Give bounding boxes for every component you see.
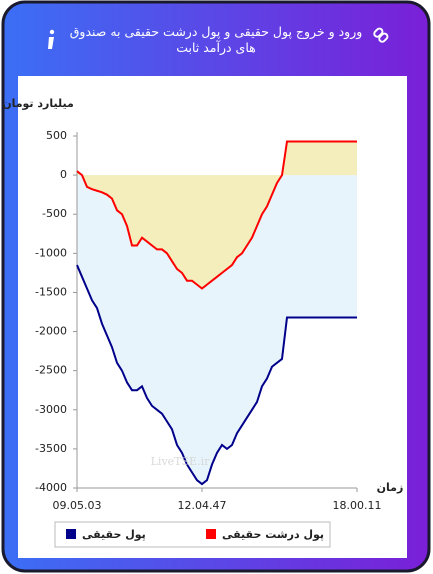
- plot: 500 0 -500 -1000 -1500 -2000 -2500 -3000 -3500 -4…: [35, 129, 381, 512]
- x-tick-label: 09.05.03: [53, 499, 102, 512]
- legend-swatch: [66, 529, 76, 539]
- y-tick-label: -1500: [35, 285, 67, 298]
- chart-title: ورود و خروج پول حقیقی و پول درشت حقیقی ب…: [69, 24, 363, 55]
- y-tick-label: 0: [60, 168, 67, 181]
- legend-swatch: [206, 529, 216, 539]
- link-icon: [373, 27, 389, 43]
- x-tick-label: 18.00.11: [333, 499, 382, 512]
- y-tick-label: -4000: [35, 481, 67, 494]
- watermark: LiveTSE.ir: [151, 455, 210, 468]
- y-tick-label: -2000: [35, 325, 67, 338]
- y-tick-label: -3000: [35, 403, 67, 416]
- legend-label: پول حقیقی: [82, 528, 146, 541]
- area-fill: [77, 141, 357, 289]
- line: [76, 140, 357, 290]
- info-icon: [48, 29, 55, 49]
- x-tick-label: 12.04.47: [178, 499, 227, 512]
- line: [76, 264, 357, 486]
- y-tick-label: 500: [46, 129, 67, 142]
- y-axis-label: میلیارد تومان: [2, 97, 74, 110]
- x-axis-label: زمان: [377, 481, 404, 494]
- y-tick-label: -1000: [35, 246, 67, 259]
- y-tick-label: -3500: [35, 442, 67, 455]
- area-fill: [77, 175, 357, 485]
- legend-box: [54, 521, 331, 548]
- y-tick-label: -500: [42, 207, 67, 220]
- y-tick-label: -2500: [35, 364, 67, 377]
- legend-label: پول درشت حقیقی: [222, 528, 324, 541]
